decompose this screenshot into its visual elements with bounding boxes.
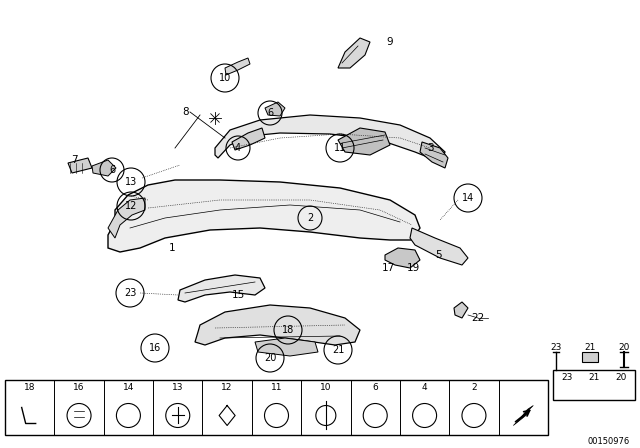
Bar [5, 380, 548, 435]
Text: 11: 11 [271, 383, 282, 392]
Text: 00150976: 00150976 [588, 438, 630, 447]
Text: 13: 13 [125, 177, 137, 187]
Text: 18: 18 [24, 383, 35, 392]
Text: 15: 15 [232, 290, 244, 300]
Text: 12: 12 [125, 201, 137, 211]
Polygon shape [195, 305, 360, 345]
Text: 21: 21 [584, 343, 596, 352]
Polygon shape [68, 158, 92, 173]
Text: 23: 23 [124, 288, 136, 298]
Polygon shape [420, 142, 448, 168]
Polygon shape [410, 228, 468, 265]
Text: 21: 21 [332, 345, 344, 355]
Text: 20: 20 [618, 343, 630, 352]
Text: 20: 20 [264, 353, 276, 363]
Polygon shape [108, 198, 145, 238]
Text: 7: 7 [70, 155, 77, 165]
Polygon shape [385, 248, 420, 268]
Text: 21: 21 [588, 372, 600, 382]
Text: 2: 2 [471, 383, 477, 392]
Polygon shape [454, 302, 468, 318]
Text: 4: 4 [422, 383, 428, 392]
Text: 20: 20 [616, 372, 627, 382]
Polygon shape [338, 38, 370, 68]
Text: 18: 18 [282, 325, 294, 335]
Text: 23: 23 [550, 343, 562, 352]
Text: 6: 6 [267, 108, 273, 118]
Polygon shape [225, 58, 250, 75]
Bar [553, 370, 635, 400]
Text: 14: 14 [462, 193, 474, 203]
Text: 5: 5 [435, 250, 442, 260]
Text: 23: 23 [561, 372, 572, 382]
Polygon shape [215, 115, 445, 162]
Text: 13: 13 [172, 383, 184, 392]
Polygon shape [338, 128, 390, 155]
Polygon shape [232, 128, 265, 150]
Text: 3: 3 [427, 143, 433, 153]
Text: 2: 2 [307, 213, 313, 223]
Text: 4: 4 [235, 143, 241, 153]
Text: 10: 10 [320, 383, 332, 392]
Text: 16: 16 [74, 383, 84, 392]
Text: 12: 12 [221, 383, 233, 392]
Text: 17: 17 [381, 263, 395, 273]
Polygon shape [92, 160, 116, 176]
Polygon shape [265, 102, 285, 116]
Text: 19: 19 [406, 263, 420, 273]
Polygon shape [513, 405, 533, 426]
Text: 11: 11 [334, 143, 346, 153]
Bar [582, 352, 598, 362]
Text: 10: 10 [219, 73, 231, 83]
Text: 1: 1 [169, 243, 175, 253]
Text: 16: 16 [149, 343, 161, 353]
Polygon shape [255, 338, 318, 356]
Text: 6: 6 [372, 383, 378, 392]
Polygon shape [178, 275, 265, 302]
Text: 22: 22 [472, 313, 484, 323]
Text: 6: 6 [109, 165, 115, 175]
Text: 8: 8 [182, 107, 189, 117]
Polygon shape [108, 180, 420, 252]
Text: 9: 9 [387, 37, 394, 47]
Text: 14: 14 [123, 383, 134, 392]
